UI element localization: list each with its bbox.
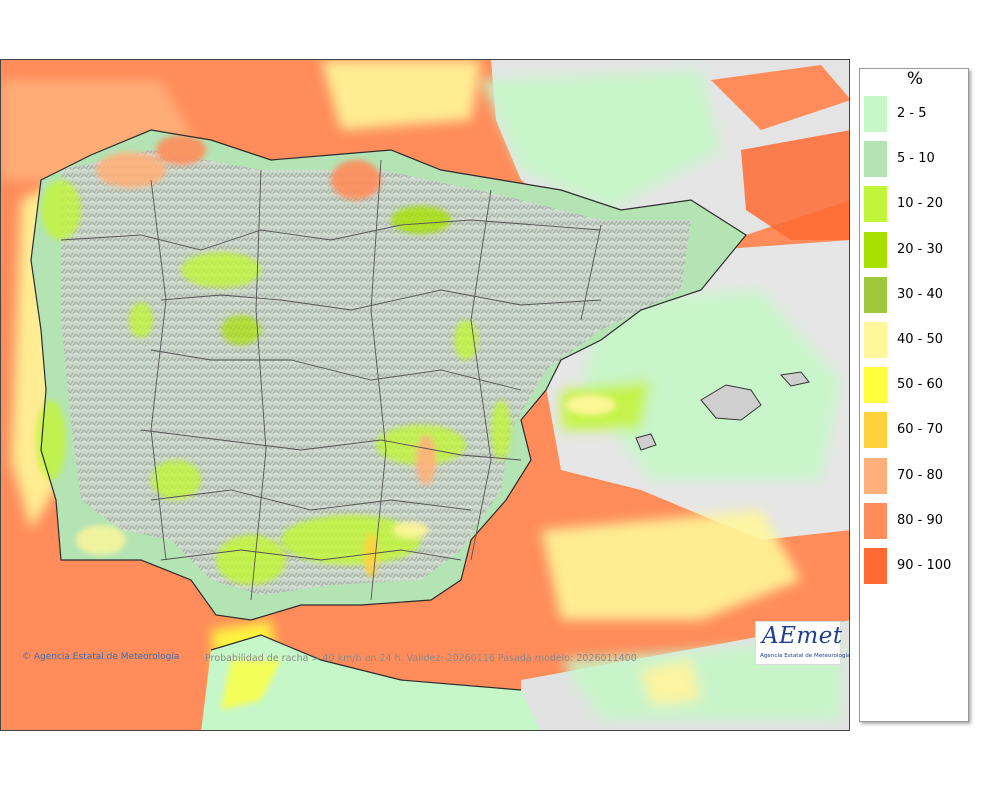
legend-label: 5 - 10 (897, 151, 935, 167)
iberian-peninsula (31, 130, 746, 620)
logo-wordmark: AEmet (762, 623, 843, 649)
legend-item: 60 - 70 (864, 412, 968, 449)
north-africa (201, 635, 541, 730)
legend-item: 5 - 10 (864, 141, 968, 178)
legend-unit: % (906, 69, 924, 89)
legend-label: 50 - 60 (897, 377, 944, 393)
legend-label: 40 - 50 (897, 332, 944, 347)
legend-label: 20 - 30 (897, 241, 944, 257)
legend-label: 90 - 100 (897, 558, 952, 573)
probability-map[interactable] (1, 60, 850, 731)
balearic-islands (635, 371, 810, 451)
legend-swatch (864, 322, 887, 358)
legend-item: 90 - 100 (864, 548, 968, 584)
legend-swatch (864, 367, 887, 404)
legend-label: 70 - 80 (897, 467, 944, 483)
legend-item: 40 - 50 (864, 322, 968, 358)
legend-item: 20 - 30 (864, 231, 968, 268)
legend-item: 30 - 40 (864, 276, 968, 313)
legend-swatch (864, 141, 887, 178)
map-caption: Probabilidad de racha > 40 km/h en 24 h.… (205, 653, 637, 664)
map-frame[interactable] (0, 59, 850, 731)
legend-item: 2 - 5 (864, 96, 968, 132)
legend-swatch (864, 276, 887, 313)
region-borders (60, 159, 602, 601)
legend-swatch (864, 412, 887, 449)
legend-swatch (864, 96, 887, 132)
legend-label: 2 - 5 (897, 106, 927, 121)
legend-panel: % 2 - 5 5 - 10 10 - 20 20 - 30 30 - 40 40 - 5… (859, 68, 969, 722)
legend-item: 10 - 20 (864, 186, 968, 223)
logo-subtitle: Agencia Estatal de Meteorología (760, 653, 851, 659)
legend-label: 10 - 20 (897, 196, 944, 212)
legend-label: 80 - 90 (897, 512, 944, 528)
legend-swatch (864, 186, 887, 223)
legend-label: 60 - 70 (897, 422, 944, 438)
legend-swatch (864, 548, 887, 584)
legend-item: 70 - 80 (864, 457, 968, 494)
legend-item: 80 - 90 (864, 502, 968, 539)
legend-swatch (864, 502, 887, 539)
legend-item: 50 - 60 (864, 367, 968, 404)
legend-swatch (864, 457, 887, 494)
copyright-text: © Agencia Estatal de Meteorología (22, 652, 180, 662)
aemet-logo: AEmet Agencia Estatal de Meteorología (755, 621, 850, 665)
coastline (30, 129, 747, 691)
legend-swatch (864, 231, 887, 268)
legend-label: 30 - 40 (897, 286, 944, 302)
